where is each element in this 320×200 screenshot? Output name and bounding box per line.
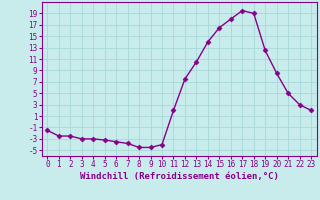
X-axis label: Windchill (Refroidissement éolien,°C): Windchill (Refroidissement éolien,°C) [80,172,279,181]
